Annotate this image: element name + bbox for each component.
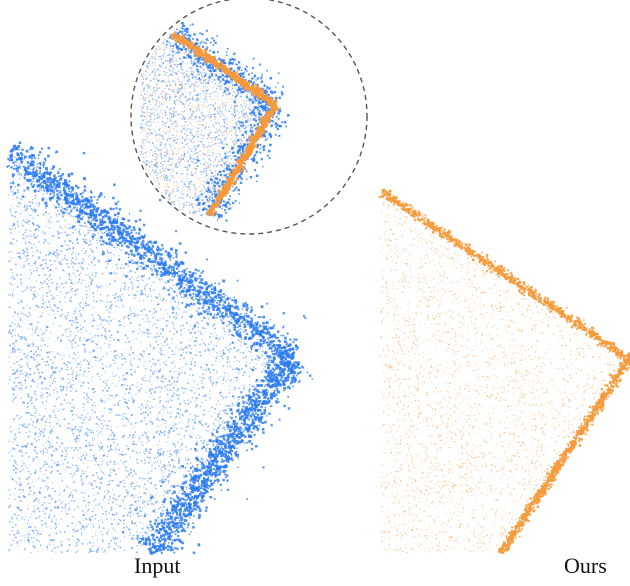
input-point-cloud-interior xyxy=(8,153,290,554)
zoom-inset-border xyxy=(130,0,368,235)
input-point-cloud-edge xyxy=(6,141,313,555)
output-point-cloud xyxy=(378,188,630,554)
zoom-inset-points xyxy=(140,22,290,222)
caption-ours: Ours xyxy=(564,553,607,578)
zoom-inset-background xyxy=(131,0,367,234)
zoom-inset xyxy=(130,0,368,235)
caption-input: Input xyxy=(134,553,181,578)
